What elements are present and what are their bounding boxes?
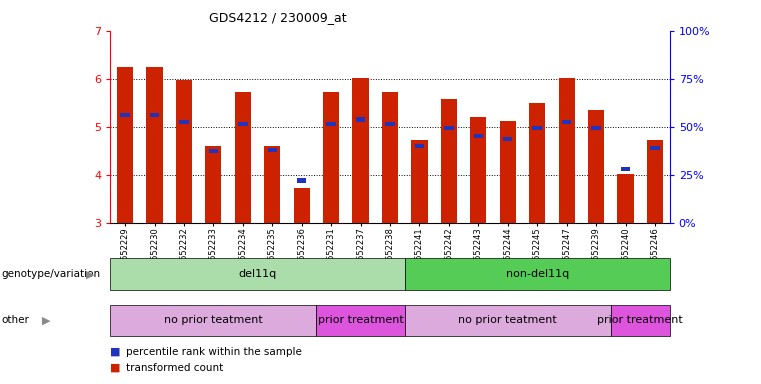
- Bar: [621, 167, 630, 171]
- Bar: [444, 126, 454, 130]
- Bar: [294, 188, 310, 223]
- Text: ▶: ▶: [86, 269, 94, 279]
- Text: no prior teatment: no prior teatment: [164, 315, 263, 325]
- Bar: [120, 113, 130, 117]
- Bar: [559, 78, 575, 223]
- Text: GDS4212 / 230009_at: GDS4212 / 230009_at: [209, 12, 347, 25]
- Bar: [529, 103, 546, 223]
- Bar: [326, 122, 336, 126]
- Bar: [503, 137, 512, 141]
- Bar: [562, 120, 572, 124]
- Bar: [180, 120, 189, 124]
- Text: ▶: ▶: [42, 315, 50, 325]
- Bar: [441, 99, 457, 223]
- Bar: [415, 144, 424, 148]
- Text: other: other: [2, 315, 30, 325]
- Text: prior treatment: prior treatment: [317, 315, 403, 325]
- Bar: [533, 126, 542, 130]
- Bar: [588, 110, 604, 223]
- Text: ■: ■: [110, 363, 121, 373]
- Bar: [650, 146, 660, 151]
- Text: del11q: del11q: [238, 269, 277, 279]
- Bar: [264, 146, 280, 223]
- Bar: [238, 122, 247, 126]
- Bar: [617, 174, 634, 223]
- Bar: [473, 134, 483, 139]
- Text: genotype/variation: genotype/variation: [2, 269, 100, 279]
- Bar: [209, 149, 218, 153]
- Text: transformed count: transformed count: [126, 363, 223, 373]
- Text: non-del11q: non-del11q: [505, 269, 568, 279]
- Bar: [117, 67, 133, 223]
- Bar: [500, 121, 516, 223]
- Bar: [205, 146, 221, 223]
- Bar: [470, 117, 486, 223]
- Bar: [385, 122, 395, 126]
- Bar: [234, 92, 251, 223]
- Bar: [352, 78, 368, 223]
- Text: ■: ■: [110, 347, 121, 357]
- Bar: [591, 126, 600, 130]
- Bar: [356, 118, 365, 122]
- Bar: [146, 67, 163, 223]
- Text: no prior teatment: no prior teatment: [458, 315, 557, 325]
- Bar: [297, 178, 307, 183]
- Bar: [176, 80, 192, 223]
- Bar: [412, 140, 428, 223]
- Text: prior treatment: prior treatment: [597, 315, 683, 325]
- Bar: [647, 140, 663, 223]
- Bar: [150, 113, 159, 117]
- Bar: [268, 147, 277, 152]
- Text: percentile rank within the sample: percentile rank within the sample: [126, 347, 301, 357]
- Bar: [323, 92, 339, 223]
- Bar: [382, 92, 398, 223]
